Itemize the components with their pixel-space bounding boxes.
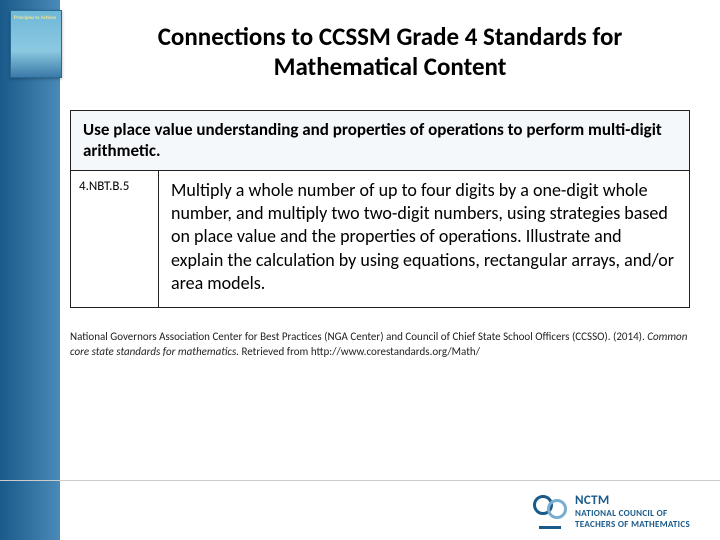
footer: NCTM NATIONAL COUNCIL OF TEACHERS OF MAT… — [0, 480, 720, 540]
table-row: 4.NBT.B.5 Multiply a whole number of up … — [71, 171, 689, 308]
slide-title: Connections to CCSSM Grade 4 Standards f… — [90, 22, 690, 82]
standards-table: Use place value understanding and proper… — [70, 110, 690, 308]
table-header: Use place value understanding and proper… — [71, 111, 689, 171]
citation-text-b: Retrieved from http://www.corestandards.… — [239, 345, 480, 358]
book-thumbnail: Principles to Actions — [10, 10, 62, 78]
citation-text-a: National Governors Association Center fo… — [70, 330, 647, 343]
side-stripe — [0, 0, 60, 540]
logo-line2: TEACHERS OF MATHEMATICS — [575, 520, 690, 530]
slide: Principles to Actions Connections to CCS… — [0, 0, 720, 540]
standard-code: 4.NBT.B.5 — [71, 171, 159, 308]
logo-mark-icon — [533, 495, 567, 529]
nctm-logo: NCTM NATIONAL COUNCIL OF TEACHERS OF MAT… — [533, 494, 690, 530]
logo-abbr: NCTM — [575, 494, 690, 509]
standard-description: Multiply a whole number of up to four di… — [159, 171, 689, 308]
thumbnail-caption: Principles to Actions — [14, 15, 56, 21]
citation: National Governors Association Center fo… — [70, 330, 690, 360]
logo-text: NCTM NATIONAL COUNCIL OF TEACHERS OF MAT… — [575, 494, 690, 530]
